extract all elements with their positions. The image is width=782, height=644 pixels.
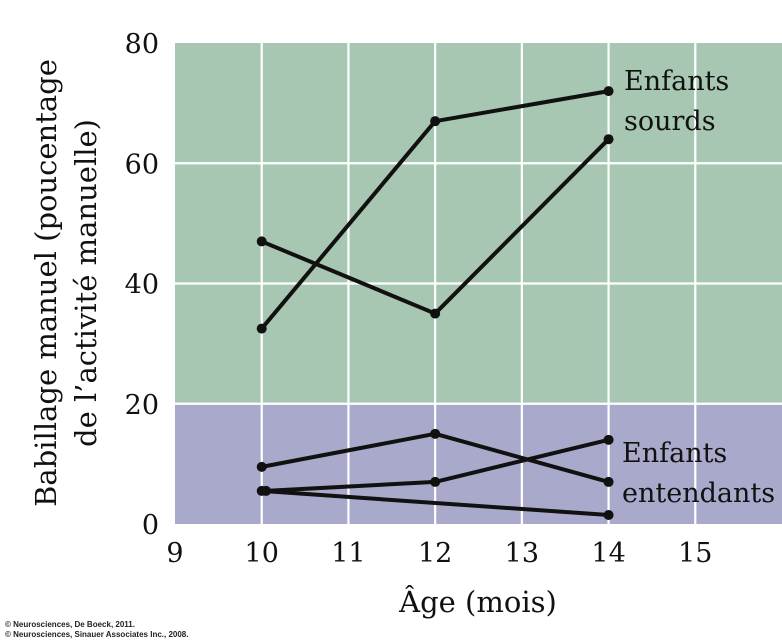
annotation-sourds-line-2: sourds [624, 106, 716, 137]
y-tick-label-60: 60 [125, 149, 159, 180]
data-point-s4-2 [430, 476, 441, 487]
y-tick-label-20: 20 [125, 390, 159, 421]
data-point-s3-1 [256, 461, 267, 472]
y-axis-title: Babillage manuel (poucentage de l’activit… [29, 59, 103, 507]
annotation-entendants-line-1: Enfants [622, 438, 727, 469]
data-point-s1-2 [430, 308, 441, 319]
data-point-s3-3 [603, 476, 614, 487]
x-tick-label-12: 12 [418, 538, 452, 569]
x-tick-label-13: 13 [505, 538, 539, 569]
data-point-s5-2 [603, 509, 614, 520]
data-point-s1-1 [256, 236, 267, 247]
data-point-s5-1 [256, 485, 267, 496]
data-point-s1-3 [603, 134, 614, 145]
annotation-sourds-line-1: Enfants [624, 66, 729, 97]
series-line-5 [259, 488, 611, 517]
data-point-s3-2 [430, 428, 441, 439]
data-point-s2-3 [603, 86, 614, 97]
credit-line-2: © Neurosciences, Sinauer Associates Inc.… [5, 630, 189, 639]
y-axis-title-line-1: Babillage manuel (poucentage [29, 59, 63, 507]
y-tick-label-40: 40 [125, 270, 159, 301]
x-tick-label-14: 14 [591, 538, 625, 569]
x-tick-label-11: 11 [331, 538, 365, 569]
data-point-s4-3 [603, 434, 614, 445]
x-tick-label-9: 9 [166, 538, 183, 569]
y-axis-title-line-2: de l’activité manuelle) [69, 119, 103, 447]
data-point-s2-2 [430, 116, 441, 127]
credit-line-1: © Neurosciences, De Boeck, 2011. [5, 620, 135, 629]
x-axis-title: Âge (mois) [398, 584, 557, 619]
x-tick-label-10: 10 [245, 538, 279, 569]
x-tick-label-15: 15 [678, 538, 712, 569]
annotation-entendants-line-2: entendants [622, 478, 775, 509]
data-point-s2-1 [256, 323, 267, 334]
y-tick-label-0: 0 [142, 510, 159, 541]
y-tick-label-80: 80 [125, 29, 159, 60]
deaf-zone-band [175, 43, 782, 404]
